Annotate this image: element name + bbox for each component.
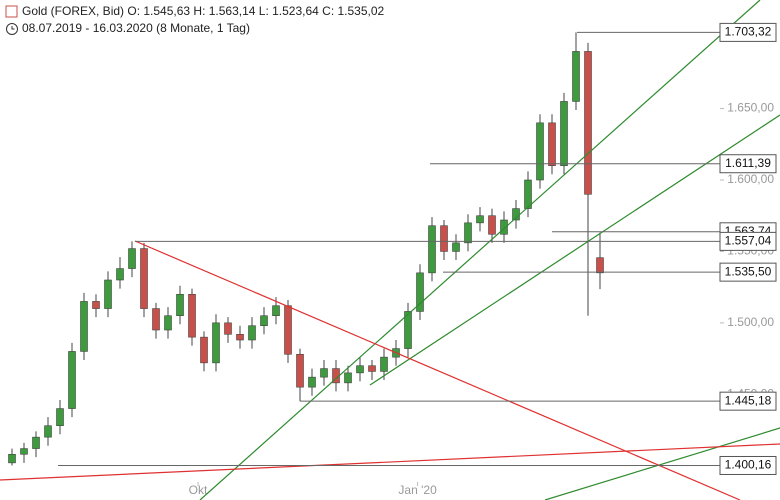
trend-line xyxy=(369,114,780,386)
candle-body xyxy=(560,101,568,167)
candle-body xyxy=(404,311,412,349)
candle-body xyxy=(152,308,160,331)
level-box xyxy=(719,22,777,42)
candle-body xyxy=(584,51,592,195)
candle-body xyxy=(296,353,304,388)
level-label: 1.611,39 xyxy=(725,156,771,170)
candle-body xyxy=(164,315,172,331)
chart-icon xyxy=(5,5,18,18)
level-label: 1.557,04 xyxy=(725,234,772,248)
candle-body xyxy=(8,453,16,464)
trend-line xyxy=(544,427,780,500)
candle-body xyxy=(80,301,88,352)
candle-body xyxy=(272,305,280,317)
level-box xyxy=(719,391,777,411)
candle-body xyxy=(128,248,136,269)
candle-body xyxy=(416,272,424,312)
candle-body xyxy=(476,215,484,224)
level-box xyxy=(719,231,777,251)
candle-body xyxy=(248,325,256,341)
candle-body xyxy=(56,408,64,427)
candle-body xyxy=(428,225,436,274)
candle-body xyxy=(116,268,124,281)
tick-layer: 1.650,001.600,001.550,001.500,001.450,00… xyxy=(189,101,775,497)
x-tick-label: Okt xyxy=(189,483,208,497)
candle-body xyxy=(464,222,472,244)
level-label: 1.445,18 xyxy=(725,393,772,407)
candle-body xyxy=(92,301,100,309)
candle-body xyxy=(536,122,544,181)
candle-body xyxy=(380,356,388,372)
level-layer: 1.703,321.611,391.563,741.557,041.535,50… xyxy=(58,22,777,475)
candle-body xyxy=(188,293,196,338)
candle-body xyxy=(68,351,76,409)
trend-line xyxy=(199,0,761,500)
candle-layer xyxy=(8,32,604,466)
header-range: 08.07.2019 - 16.03.2020 (8 Monate, 1 Tag… xyxy=(22,21,250,35)
candle-body xyxy=(308,376,316,388)
candle-body xyxy=(488,215,496,235)
candle-body xyxy=(176,293,184,317)
candle-body xyxy=(32,436,40,449)
level-label: 1.535,50 xyxy=(725,264,772,278)
candle-body xyxy=(236,333,244,341)
candle-body xyxy=(344,372,352,384)
level-box xyxy=(719,262,777,282)
clock-icon xyxy=(6,23,18,35)
candle-body xyxy=(140,248,148,309)
candle-body xyxy=(260,315,268,327)
header-bg xyxy=(0,0,420,40)
candle-body xyxy=(284,305,292,355)
candle-body xyxy=(440,225,448,252)
candle-body xyxy=(320,368,328,378)
clock-hands xyxy=(11,26,15,30)
candle-body xyxy=(524,179,532,209)
candle-body xyxy=(212,322,220,364)
candle-body xyxy=(572,51,580,102)
candle-body xyxy=(452,242,460,252)
candle-body xyxy=(500,219,508,235)
candle-body xyxy=(356,365,364,374)
candle-body xyxy=(104,279,112,309)
candle-body xyxy=(20,448,28,455)
candle-body xyxy=(548,122,556,167)
candle-body xyxy=(368,365,376,372)
level-label: 1.400,16 xyxy=(725,458,772,472)
level-box xyxy=(719,154,777,174)
y-tick-label: 1.500,00 xyxy=(727,315,774,329)
x-tick-label: Jan '20 xyxy=(398,483,437,497)
candle-body xyxy=(224,322,232,335)
candle-body xyxy=(44,425,52,438)
candle-body xyxy=(200,336,208,364)
trend-line xyxy=(0,443,780,481)
y-tick-label: 1.650,00 xyxy=(727,101,774,115)
candle-body xyxy=(596,257,604,274)
level-label: 1.703,32 xyxy=(725,25,772,39)
trend-line xyxy=(134,240,741,500)
level-box xyxy=(719,455,777,475)
y-tick-label: 1.600,00 xyxy=(727,172,774,186)
header-title: Gold (FOREX, Bid) O: 1.545,63 H: 1.563,1… xyxy=(22,4,385,18)
